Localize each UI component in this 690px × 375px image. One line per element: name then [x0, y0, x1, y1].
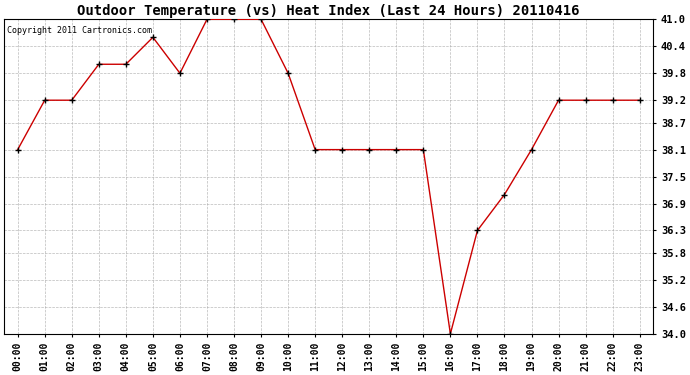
Title: Outdoor Temperature (vs) Heat Index (Last 24 Hours) 20110416: Outdoor Temperature (vs) Heat Index (Las…	[77, 4, 580, 18]
Text: Copyright 2011 Cartronics.com: Copyright 2011 Cartronics.com	[8, 26, 152, 34]
